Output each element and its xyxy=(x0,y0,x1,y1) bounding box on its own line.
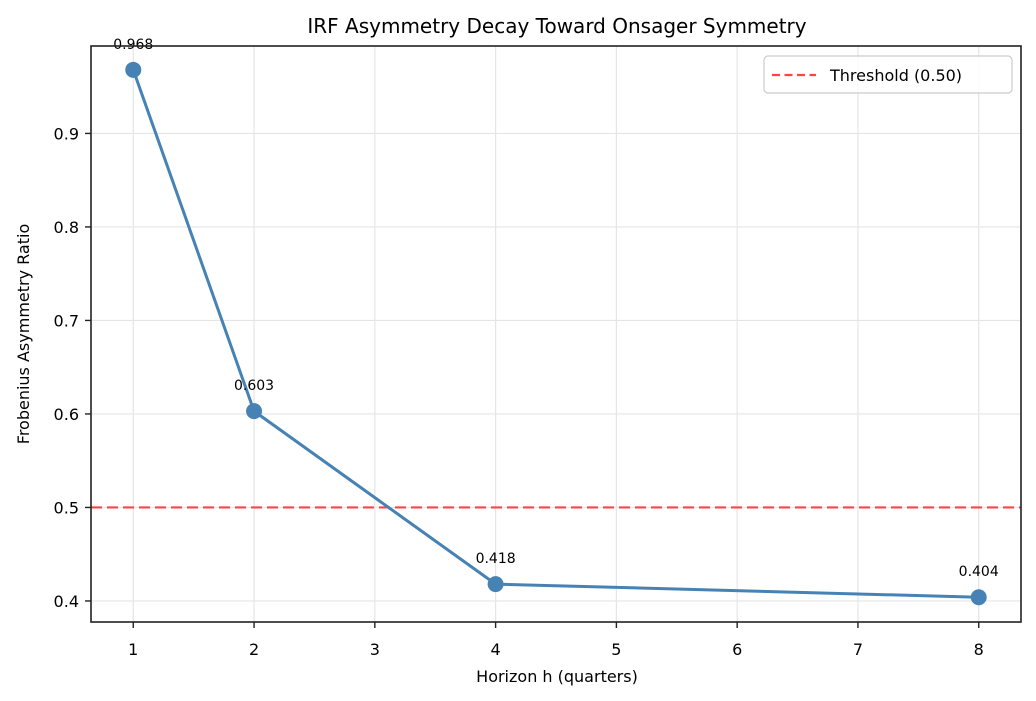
data-point-label: 0.418 xyxy=(476,551,516,567)
y-tick-label: 0.7 xyxy=(54,311,79,330)
chart-title: IRF Asymmetry Decay Toward Onsager Symme… xyxy=(307,14,806,38)
legend-box xyxy=(763,55,1013,94)
series-line xyxy=(131,69,979,599)
plot-frame xyxy=(90,45,1022,623)
x-tick-label: 6 xyxy=(732,640,742,659)
x-tick-label: 1 xyxy=(128,640,138,659)
data-point-label: 0.603 xyxy=(234,378,274,394)
y-tick-label: 0.5 xyxy=(54,498,79,517)
grid-lines xyxy=(91,46,1021,622)
x-tick-label: 7 xyxy=(853,640,863,659)
data-point-label: 0.404 xyxy=(959,564,999,580)
y-tick-label: 0.9 xyxy=(54,124,79,143)
y-tick-label: 0.6 xyxy=(54,405,79,424)
y-tick-label: 0.4 xyxy=(54,592,79,611)
x-axis-label: Horizon h (quarters) xyxy=(476,667,638,686)
data-point-marker xyxy=(487,576,504,593)
x-tick-label: 4 xyxy=(491,640,501,659)
data-point-marker xyxy=(246,403,263,420)
x-tick-label: 8 xyxy=(974,640,984,659)
x-tick-label: 3 xyxy=(370,640,380,659)
x-axis-ticks: 1 2 3 4 5 6 7 8 xyxy=(128,622,984,659)
data-point-label: 0.968 xyxy=(113,37,153,53)
y-axis-label: Frobenius Asymmetry Ratio xyxy=(14,224,33,444)
y-tick-label: 0.8 xyxy=(54,218,79,237)
y-axis-ticks: 0.4 0.5 0.6 0.7 0.8 0.9 xyxy=(54,124,91,611)
data-labels: 0.968 0.603 0.418 0.404 xyxy=(113,37,999,580)
x-tick-label: 5 xyxy=(611,640,621,659)
x-tick-label: 2 xyxy=(249,640,259,659)
legend-label-threshold: Threshold (0.50) xyxy=(829,66,962,85)
data-point-marker xyxy=(125,61,142,78)
legend: Threshold (0.50) xyxy=(763,55,1013,94)
data-point-marker xyxy=(970,589,987,606)
data-markers xyxy=(125,61,987,606)
